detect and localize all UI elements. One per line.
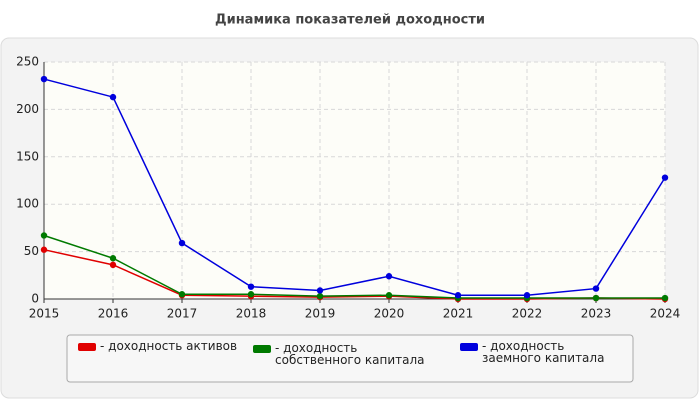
y-tick-label: 150 [16,149,39,163]
data-point [316,287,324,294]
x-tick-label: 2018 [236,307,267,321]
x-tick-label: 2016 [98,307,129,321]
legend-label: - доходность собственного капитала [275,342,425,367]
data-point [592,285,600,292]
data-point [661,294,669,302]
legend-item: - доходность заемного капитала [482,340,605,365]
y-tick-label: 250 [16,55,39,69]
data-point [40,246,48,253]
data-point [385,292,393,299]
legend-swatch [78,343,96,351]
x-tick-label: 2022 [512,307,543,321]
chart-title: Динамика показателей доходности [215,13,485,28]
y-tick-label: 200 [16,102,39,116]
x-tick-label: 2023 [581,307,612,321]
legend-label: - доходность заемного капитала [482,340,605,365]
legend-item: - доходность собственного капитала [275,342,425,367]
data-point [247,283,255,290]
y-tick-label: 50 [24,244,39,258]
plot-area [44,62,665,299]
legend-swatch [460,343,478,351]
legend-item: - доходность активов [100,340,238,353]
data-point [661,174,669,181]
legend-label: - доходность активов [100,340,238,353]
y-tick-label: 0 [31,292,39,306]
legend [66,334,634,383]
data-point [109,255,117,262]
y-tick-label: 100 [16,197,39,211]
data-point [247,291,255,298]
data-point [40,232,48,239]
x-tick-label: 2021 [443,307,474,321]
x-tick-label: 2015 [29,307,60,321]
series-line [43,234,665,299]
data-point [316,292,324,300]
series-line [43,78,666,296]
data-point [109,93,117,101]
data-point [385,273,393,280]
data-point [454,292,462,299]
legend-swatch [253,345,271,353]
data-point [40,75,48,83]
x-tick-label: 2024 [650,307,681,321]
data-point [178,239,186,247]
x-tick-label: 2019 [305,307,336,321]
data-point [592,294,600,302]
data-point [178,291,186,298]
data-point [109,261,117,269]
x-tick-label: 2020 [374,307,405,321]
x-tick-label: 2017 [167,307,198,321]
data-point [523,292,531,299]
